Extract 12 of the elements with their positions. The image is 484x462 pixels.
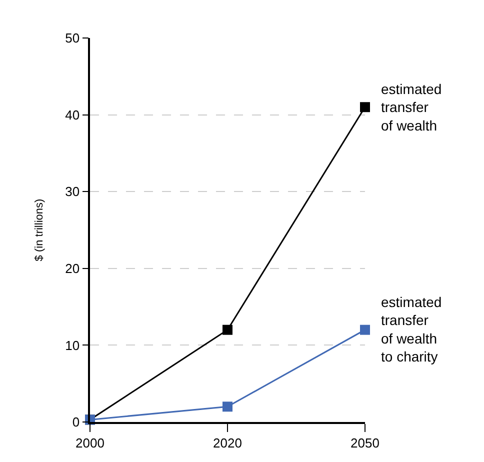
x-tick-label: 2050 <box>350 435 380 450</box>
y-tick-label: 50 <box>65 30 80 46</box>
series-label: estimated transfer of wealth to charity <box>381 294 442 365</box>
y-tick-label: 40 <box>65 107 80 122</box>
x-tick-label: 2000 <box>76 435 104 450</box>
x-tick-label: 2020 <box>213 435 242 450</box>
y-axis-title: $ (in trillions) <box>33 198 46 262</box>
y-tick-label: 20 <box>65 260 80 276</box>
y-tick-label: 30 <box>65 184 80 200</box>
series-label: estimated transfer of wealth <box>381 81 442 134</box>
y-tick-label: 10 <box>65 338 80 353</box>
y-tick-label: 0 <box>72 414 80 430</box>
